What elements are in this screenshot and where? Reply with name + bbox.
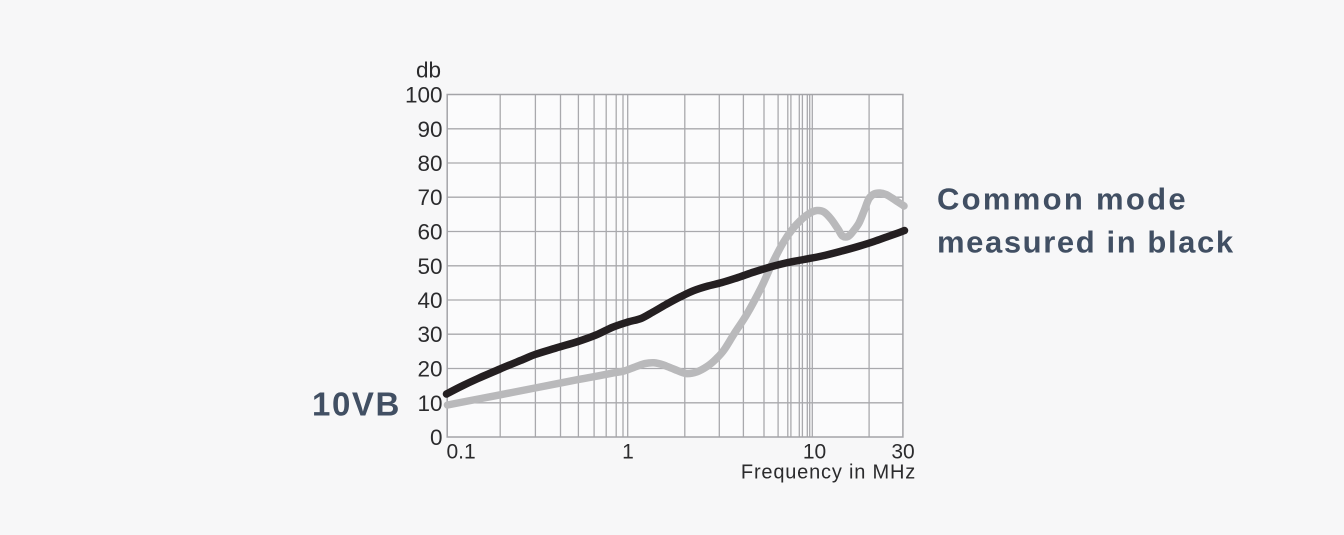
svg-text:measured in black: measured in black	[937, 225, 1235, 260]
svg-text:80: 80	[417, 151, 442, 176]
svg-text:Frequency in MHz: Frequency in MHz	[741, 462, 916, 484]
svg-text:0.1: 0.1	[447, 441, 476, 464]
svg-text:30: 30	[891, 441, 914, 464]
svg-text:20: 20	[417, 357, 442, 382]
svg-text:30: 30	[417, 322, 442, 347]
svg-text:40: 40	[417, 288, 442, 313]
svg-text:10: 10	[803, 441, 826, 464]
svg-text:10: 10	[417, 391, 442, 416]
svg-text:db: db	[416, 58, 441, 83]
svg-text:60: 60	[417, 220, 442, 245]
svg-text:90: 90	[417, 117, 442, 142]
svg-text:10VB: 10VB	[312, 386, 401, 423]
svg-text:1: 1	[622, 441, 634, 464]
svg-text:0: 0	[430, 425, 443, 450]
svg-text:70: 70	[417, 185, 442, 210]
svg-text:Common mode: Common mode	[937, 182, 1188, 217]
svg-text:100: 100	[405, 83, 443, 108]
svg-text:50: 50	[417, 254, 442, 279]
